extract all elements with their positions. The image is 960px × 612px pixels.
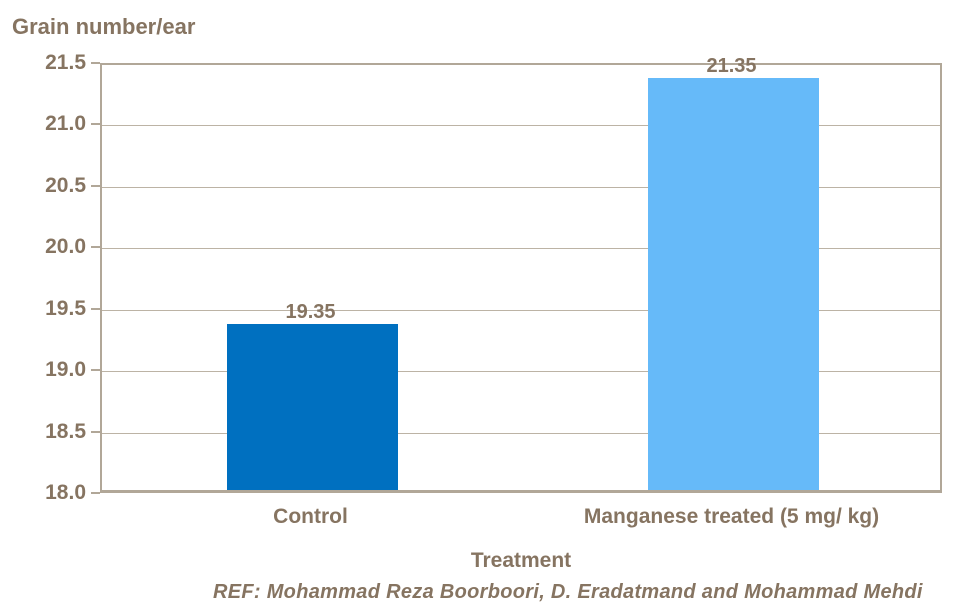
x-category-label: Control: [273, 505, 348, 528]
y-tick-label: 18.0: [45, 481, 86, 504]
y-tick-label: 19.0: [45, 358, 86, 382]
gridline: [102, 248, 940, 250]
y-tick-label: 20.5: [45, 173, 86, 197]
gridline: [102, 125, 940, 127]
y-tick-label: 19.5: [45, 296, 86, 320]
chart-title: Grain number/ear: [12, 14, 196, 39]
y-tick-label: 21.0: [45, 112, 86, 136]
y-tick-mark: [91, 123, 100, 126]
gridline: [102, 309, 940, 311]
bar-value-label: 19.35: [285, 301, 336, 324]
y-tick-mark: [91, 369, 100, 372]
y-tick-mark: [91, 492, 100, 494]
y-tick-label: 21.5: [45, 51, 86, 74]
y-tick-mark: [91, 307, 100, 310]
y-tick-mark: [91, 430, 100, 433]
reference-footer: REF: Mohammad Reza Boorboori, D. Eradatm…: [213, 581, 923, 603]
bar-value-label: 21.35: [706, 55, 757, 78]
y-tick-mark: [91, 62, 100, 64]
gridline: [102, 371, 940, 373]
y-tick-label: 20.0: [45, 235, 86, 259]
gridline: [102, 186, 940, 188]
y-tick-mark: [91, 184, 100, 187]
plot-area: [100, 63, 942, 493]
bar-control: [227, 324, 398, 490]
bar-manganese-treated-5-mg-kg: [648, 78, 819, 490]
x-category-label: Manganese treated (5 mg/ kg): [583, 505, 880, 528]
x-axis-title: Treatment: [470, 549, 572, 572]
y-tick-label: 18.5: [45, 419, 86, 443]
y-tick-mark: [91, 246, 100, 249]
gridline: [102, 432, 940, 434]
